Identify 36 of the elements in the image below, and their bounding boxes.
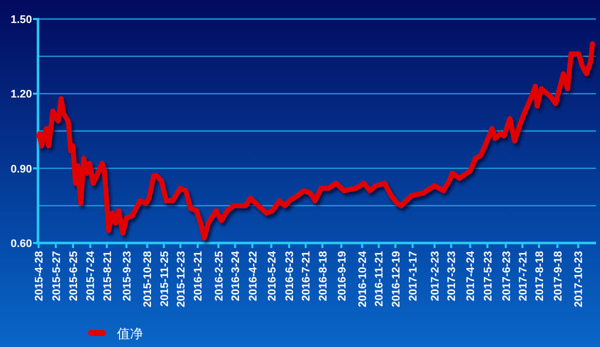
x-tick-label: 2016-8-18 [317,251,330,302]
x-tick-label: 2015-11-25 [158,251,171,307]
x-tick-label: 2017-8-18 [534,251,546,302]
y-tick-label: 1.50 [10,14,32,26]
x-tick-label: 2017-2-23 [430,251,442,302]
x-tick-label: 2017-9-18 [552,251,564,302]
x-tick-label: 2016-1-21 [192,251,205,302]
x-tick-label: 2015-7-24 [85,250,98,302]
y-tick-label: 1.20 [10,88,32,101]
y-tick-label: 0.90 [10,163,32,176]
x-tick-label: 2016-4-22 [247,251,260,302]
x-tick-label: 2015-12-23 [175,251,188,308]
x-tick-label: 2016-3-24 [230,250,242,302]
x-tick-label: 2016-10-24 [357,250,370,308]
x-tick-label: 2015-5-27 [50,251,63,302]
y-tick-label: 0.60 [10,238,32,250]
legend-label: 值净 [117,326,143,341]
x-tick-label: 2017-5-23 [482,251,494,302]
x-tick-label: 2015-4-28 [34,251,46,302]
x-tick-label: 2017-10-23 [573,251,586,308]
x-tick-label: 2017-7-21 [517,251,530,302]
x-tick-label: 2017-1-17 [408,251,420,302]
x-tick-label: 2017-3-23 [446,251,458,302]
x-tick-label: 2015-9-23 [121,251,134,302]
x-tick-label: 2016-12-19 [390,251,402,308]
x-tick-label: 2015-10-28 [142,251,154,308]
x-tick-label: 2016-11-21 [374,251,386,307]
x-tick-label: 2017-6-23 [500,251,513,302]
x-tick-label: 2016-6-23 [284,251,296,302]
x-tick-label: 2015-8-21 [102,251,114,302]
x-tick-label: 2016-9-19 [336,251,348,302]
x-tick-label: 2017-4-24 [465,250,478,302]
x-tick-label: 2016-2-25 [213,251,226,302]
x-tick-label: 2015-6-25 [68,251,80,302]
x-tick-label: 2016-5-24 [266,250,278,302]
x-tick-label: 2016-7-21 [300,251,313,302]
